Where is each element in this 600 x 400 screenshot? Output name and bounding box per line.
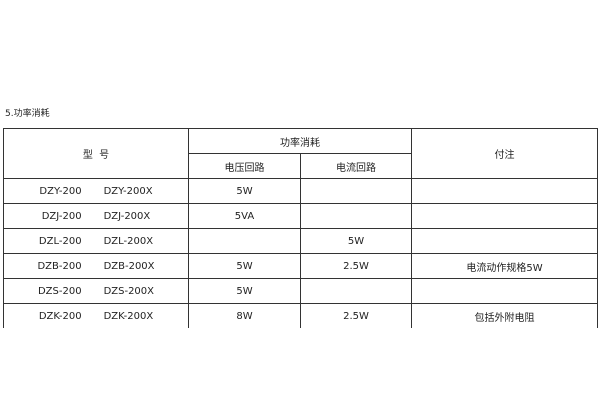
current-cell: 2.5W: [300, 303, 412, 328]
voltage-cell: [188, 228, 301, 254]
current-cell: [300, 203, 412, 229]
model-b: DZK-200X: [103, 310, 154, 322]
table-row: DZB-200 DZB-200X 5W 2.5W 电流动作规格5W: [3, 253, 598, 279]
model-cell: DZY-200 DZY-200X: [3, 178, 189, 204]
current-cell: 2.5W: [300, 253, 412, 279]
header-current-circuit: 电流回路: [300, 153, 412, 179]
model-cell: DZJ-200 DZJ-200X: [3, 203, 189, 229]
model-a: DZB-200: [37, 260, 82, 272]
voltage-cell: 5W: [188, 178, 301, 204]
note-cell: [411, 203, 598, 229]
header-voltage-circuit: 电压回路: [188, 153, 301, 179]
model-cell: DZS-200 DZS-200X: [3, 278, 189, 304]
model-a: DZS-200: [37, 285, 82, 297]
note-cell: [411, 228, 598, 254]
power-consumption-table: 型 号 功率消耗 付注 电压回路 电流回路 DZY-200 DZY-200X 5W D…: [3, 128, 598, 328]
note-cell: [411, 178, 598, 204]
model-b: DZY-200X: [103, 185, 153, 197]
header-note: 付注: [411, 128, 598, 179]
model-a: DZL-200: [38, 235, 82, 247]
model-b: DZB-200X: [103, 260, 155, 272]
section-title: 5.功率消耗: [5, 109, 50, 119]
current-cell: 5W: [300, 228, 412, 254]
table-row: DZY-200 DZY-200X 5W: [3, 178, 598, 204]
table-row: DZS-200 DZS-200X 5W: [3, 278, 598, 304]
model-a: DZK-200: [38, 310, 82, 322]
voltage-cell: 5W: [188, 253, 301, 279]
note-cell: [411, 278, 598, 304]
model-cell: DZB-200 DZB-200X: [3, 253, 189, 279]
header-model: 型 号: [3, 128, 189, 179]
model-cell: DZL-200 DZL-200X: [3, 228, 189, 254]
model-a: DZY-200: [39, 185, 82, 197]
current-cell: [300, 178, 412, 204]
note-cell: 电流动作规格5W: [411, 253, 598, 279]
voltage-cell: 8W: [188, 303, 301, 328]
table-row: DZK-200 DZK-200X 8W 2.5W 包括外附电阻: [3, 303, 598, 328]
table-row: DZL-200 DZL-200X 5W: [3, 228, 598, 254]
model-a: DZJ-200: [41, 210, 82, 222]
voltage-cell: 5VA: [188, 203, 301, 229]
note-cell: 包括外附电阻: [411, 303, 598, 328]
model-b: DZL-200X: [103, 235, 154, 247]
model-cell: DZK-200 DZK-200X: [3, 303, 189, 328]
table-row: DZJ-200 DZJ-200X 5VA: [3, 203, 598, 229]
header-power: 功率消耗: [188, 128, 412, 154]
voltage-cell: 5W: [188, 278, 301, 304]
model-b: DZS-200X: [103, 285, 155, 297]
current-cell: [300, 278, 412, 304]
model-b: DZJ-200X: [103, 210, 151, 222]
